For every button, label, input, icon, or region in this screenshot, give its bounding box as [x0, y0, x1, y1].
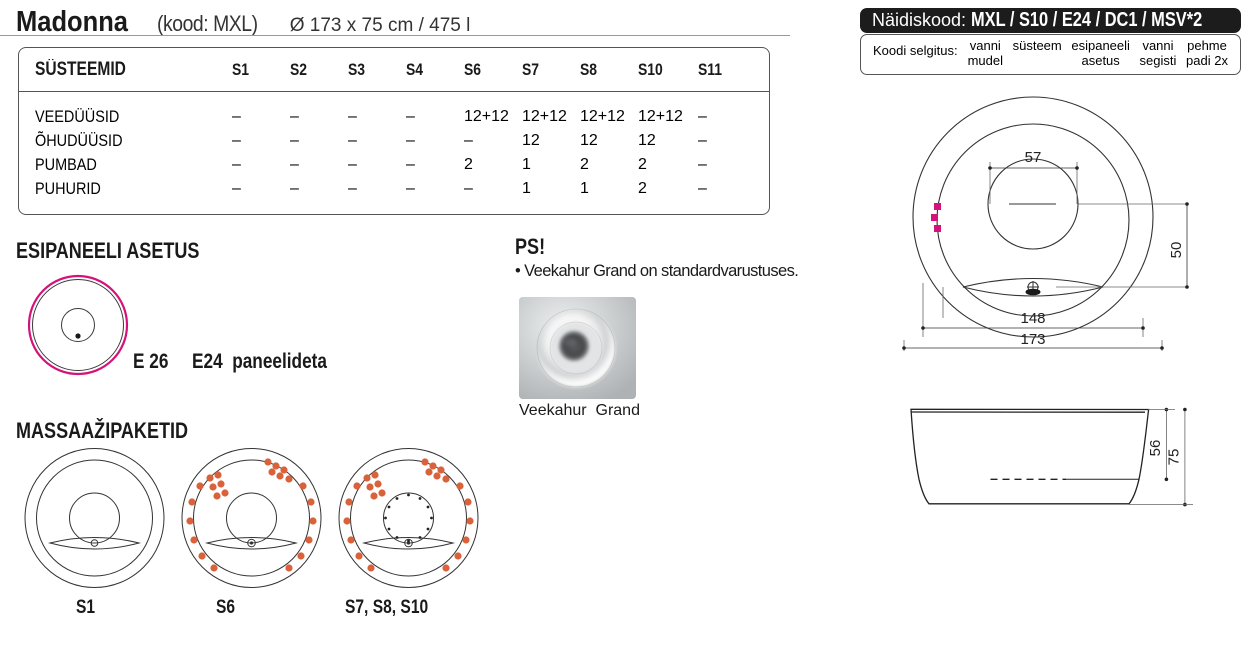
- svg-text:173: 173: [1020, 331, 1045, 348]
- svg-text:148: 148: [1020, 310, 1045, 327]
- svg-text:75: 75: [1166, 449, 1183, 466]
- svg-text:50: 50: [1168, 242, 1185, 259]
- svg-text:57: 57: [1025, 149, 1042, 166]
- svg-text:56: 56: [1147, 440, 1164, 457]
